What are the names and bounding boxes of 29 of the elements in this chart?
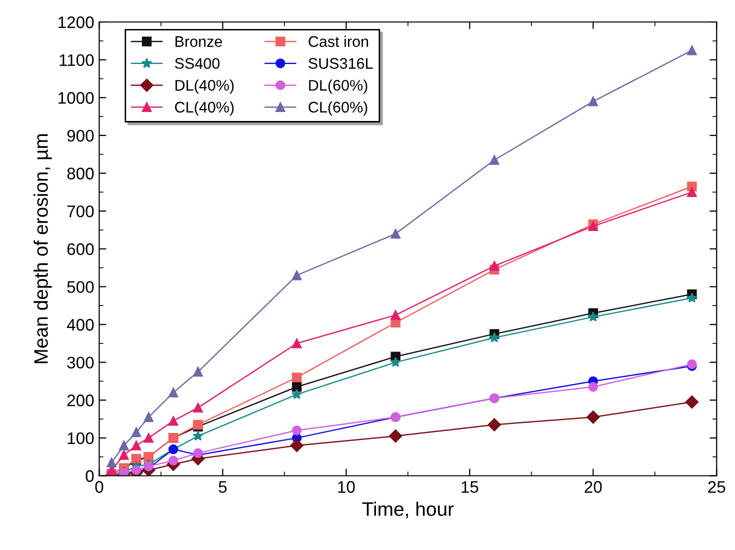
legend-label: DL(40%) (176, 80, 234, 94)
legend-label: Cast iron (308, 36, 368, 47)
legend-label: DL(60%) (309, 80, 368, 94)
x-tick-label: 0 (95, 481, 104, 493)
legend-label: CL(60%) (308, 101, 368, 116)
y-tick-label: 300 (67, 356, 94, 369)
legend-label: SS400 (174, 58, 220, 69)
y-tick-label: 100 (68, 432, 94, 444)
x-axis-title: Time, hour (362, 502, 454, 518)
legend-label: SUS316L (308, 58, 373, 69)
x-tick-label: 25 (708, 481, 726, 493)
x-tick-label: 10 (338, 481, 355, 493)
y-tick-label: 500 (67, 281, 94, 293)
legend-label: Bronze (176, 36, 222, 47)
y-tick-label: 0 (86, 470, 94, 482)
y-axis-title: Mean depth of erosion, µm (34, 134, 52, 364)
legend-label: CL(40%) (175, 101, 234, 116)
x-tick-label: 5 (218, 481, 227, 493)
y-tick-label: 700 (67, 205, 94, 218)
y-tick-label: 800 (67, 168, 94, 180)
y-tick-label: 1000 (58, 92, 94, 104)
y-tick-label: 600 (67, 243, 94, 256)
y-tick-label: 1100 (60, 54, 94, 66)
y-tick-label: 900 (67, 130, 94, 142)
y-tick-label: 400 (66, 318, 94, 331)
x-tick-label: 15 (462, 481, 478, 493)
y-tick-label: 1200 (58, 16, 94, 28)
y-tick-label: 200 (67, 394, 94, 406)
x-tick-label: 20 (584, 481, 602, 493)
